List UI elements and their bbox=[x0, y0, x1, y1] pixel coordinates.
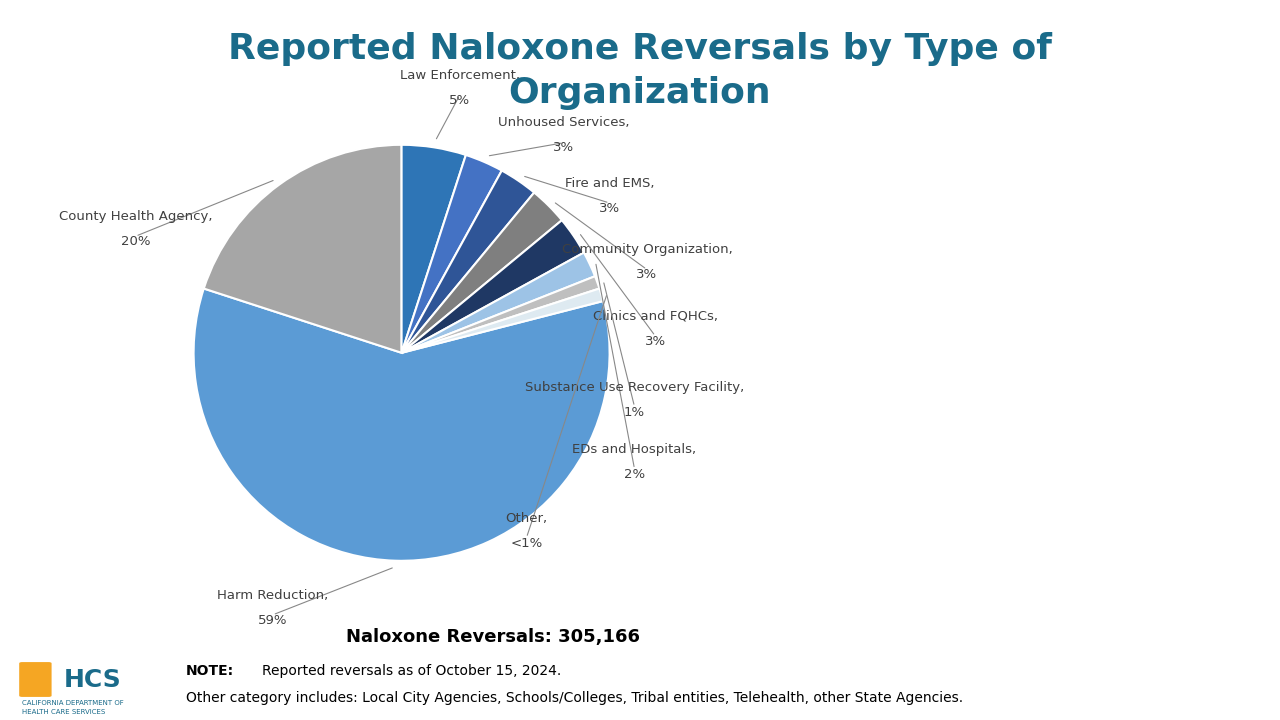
Wedge shape bbox=[402, 145, 466, 353]
Wedge shape bbox=[402, 171, 534, 353]
Wedge shape bbox=[193, 289, 609, 561]
Text: 20%: 20% bbox=[120, 235, 150, 248]
Text: Substance Use Recovery Facility,: Substance Use Recovery Facility, bbox=[525, 381, 744, 394]
Text: NOTE:: NOTE: bbox=[186, 664, 234, 678]
Wedge shape bbox=[402, 192, 562, 353]
Text: Naloxone Reversals: 305,166: Naloxone Reversals: 305,166 bbox=[346, 628, 640, 647]
Wedge shape bbox=[402, 155, 502, 353]
Wedge shape bbox=[402, 253, 595, 353]
Text: 3%: 3% bbox=[645, 335, 666, 348]
Text: Organization: Organization bbox=[508, 76, 772, 109]
Wedge shape bbox=[204, 145, 402, 353]
Text: Clinics and FQHCs,: Clinics and FQHCs, bbox=[593, 310, 718, 323]
Text: HCS: HCS bbox=[64, 667, 122, 692]
Wedge shape bbox=[402, 289, 603, 353]
Text: Fire and EMS,: Fire and EMS, bbox=[564, 177, 654, 190]
Text: 5%: 5% bbox=[449, 94, 471, 107]
Text: Other category includes: Local City Agencies, Schools/Colleges, Tribal entities,: Other category includes: Local City Agen… bbox=[186, 691, 963, 706]
Wedge shape bbox=[402, 220, 584, 353]
Text: Reported reversals as of October 15, 2024.: Reported reversals as of October 15, 202… bbox=[262, 664, 562, 678]
Text: Reported Naloxone Reversals by Type of: Reported Naloxone Reversals by Type of bbox=[228, 32, 1052, 66]
Text: 1%: 1% bbox=[623, 405, 645, 418]
Text: Unhoused Services,: Unhoused Services, bbox=[498, 117, 630, 130]
Wedge shape bbox=[402, 276, 599, 353]
Text: 3%: 3% bbox=[636, 269, 658, 282]
Text: 2%: 2% bbox=[623, 468, 645, 481]
Text: Harm Reduction,: Harm Reduction, bbox=[218, 589, 328, 602]
Text: 59%: 59% bbox=[257, 613, 288, 626]
Text: CALIFORNIA DEPARTMENT OF: CALIFORNIA DEPARTMENT OF bbox=[22, 701, 124, 706]
Text: County Health Agency,: County Health Agency, bbox=[59, 210, 212, 223]
Text: Community Organization,: Community Organization, bbox=[562, 243, 732, 256]
Text: <1%: <1% bbox=[511, 536, 543, 549]
Text: HEALTH CARE SERVICES: HEALTH CARE SERVICES bbox=[22, 708, 105, 715]
Text: 3%: 3% bbox=[599, 202, 621, 215]
Text: Law Enforcement,: Law Enforcement, bbox=[399, 68, 520, 81]
Text: EDs and Hospitals,: EDs and Hospitals, bbox=[572, 443, 696, 456]
Text: 3%: 3% bbox=[553, 141, 575, 154]
FancyBboxPatch shape bbox=[19, 662, 51, 697]
Text: Other,: Other, bbox=[506, 512, 548, 525]
